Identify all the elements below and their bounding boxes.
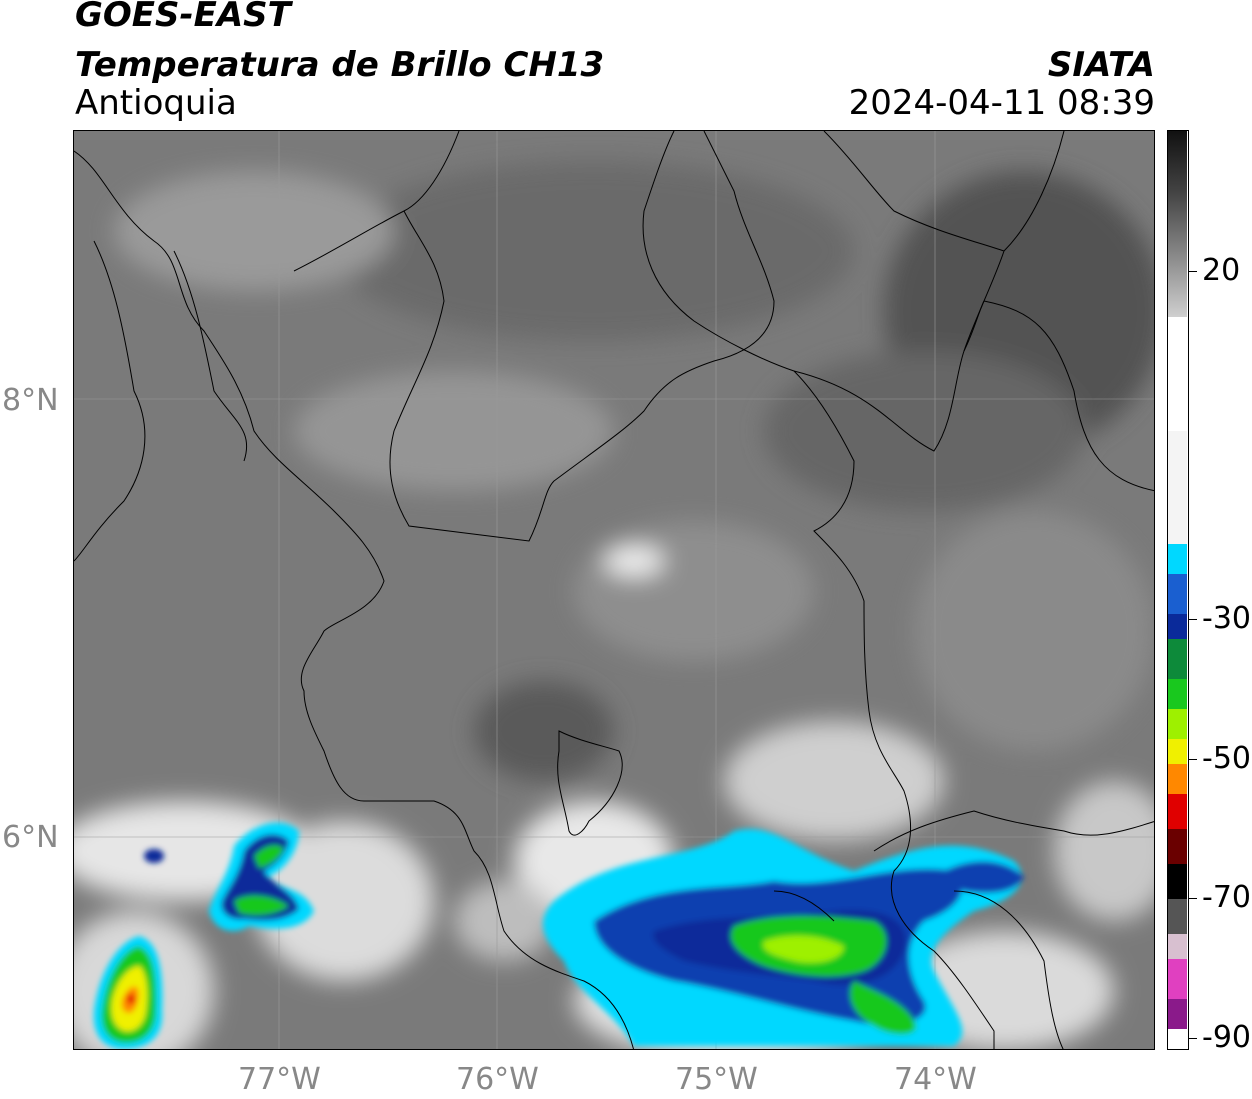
lat-label-6n: 6°N bbox=[2, 820, 59, 855]
colorbar bbox=[1167, 130, 1189, 1050]
lon-label-74w: 74°W bbox=[894, 1062, 977, 1097]
lon-label-75w: 75°W bbox=[675, 1062, 758, 1097]
admin-boundaries bbox=[74, 131, 1154, 1049]
colorbar-tick bbox=[1189, 619, 1197, 620]
product-title: Temperatura de Brillo CH13 bbox=[75, 45, 605, 85]
colorbar-label-20: 20 bbox=[1202, 253, 1241, 288]
colorbar-label-neg90: -90 bbox=[1202, 1020, 1251, 1055]
region-label: Antioquia bbox=[75, 83, 237, 123]
colorbar-tick bbox=[1189, 759, 1197, 760]
colorbar-label-neg30: -30 bbox=[1202, 601, 1251, 636]
lon-label-77w: 77°W bbox=[238, 1062, 321, 1097]
convective-cells bbox=[93, 822, 1024, 1049]
colorbar-tick bbox=[1189, 898, 1197, 899]
colorbar-gradient bbox=[1168, 131, 1187, 1048]
map-canvas bbox=[74, 131, 1154, 1049]
satellite-map[interactable] bbox=[73, 130, 1155, 1050]
datetime-label: 2024-04-11 08:39 bbox=[848, 83, 1155, 123]
lat-label-8n: 8°N bbox=[2, 383, 59, 418]
colorbar-tick bbox=[1189, 271, 1197, 272]
colorbar-label-neg50: -50 bbox=[1202, 741, 1251, 776]
satellite-title: GOES-EAST bbox=[75, 0, 291, 35]
colorbar-label-neg70: -70 bbox=[1202, 880, 1251, 915]
lon-label-76w: 76°W bbox=[456, 1062, 539, 1097]
colorbar-tick bbox=[1189, 1038, 1197, 1039]
org-label: SIATA bbox=[1047, 45, 1155, 85]
